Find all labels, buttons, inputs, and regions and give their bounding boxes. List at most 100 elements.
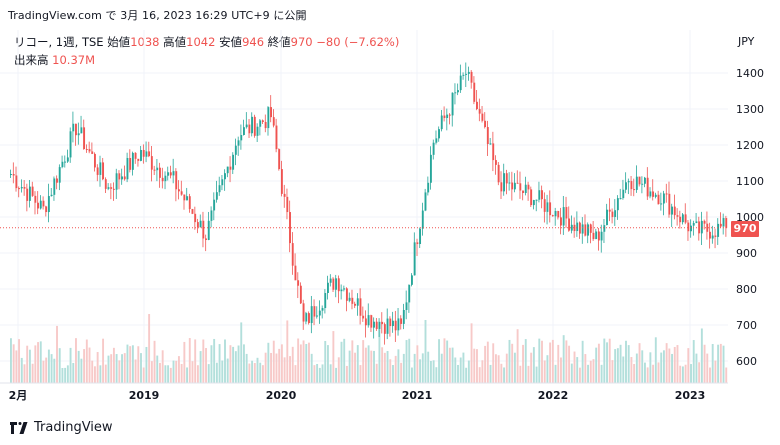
candle-body xyxy=(557,211,560,218)
volume-bar xyxy=(638,343,641,383)
candle-body xyxy=(305,313,308,322)
volume-label: 出来高 xyxy=(14,53,49,67)
candle-body xyxy=(595,231,598,240)
volume-bar xyxy=(381,347,384,383)
candle-body xyxy=(408,284,411,303)
volume-bar xyxy=(440,353,443,383)
candle-body xyxy=(608,209,611,212)
candle-body xyxy=(18,188,21,190)
volume-bar xyxy=(681,366,684,383)
candle-body xyxy=(210,210,213,221)
volume-bar xyxy=(191,361,194,383)
price-tick-label: 600 xyxy=(736,355,757,368)
volume-bar xyxy=(503,367,506,383)
candle-body xyxy=(261,120,264,122)
candle-body xyxy=(619,198,622,200)
volume-bar xyxy=(519,365,522,383)
close-label: 終値 xyxy=(267,35,291,49)
volume-bar xyxy=(85,339,88,383)
volume-bar xyxy=(153,340,156,383)
volume-bar xyxy=(215,362,218,383)
volume-bar xyxy=(80,358,83,383)
volume-bar xyxy=(665,343,668,383)
volume-bar xyxy=(597,343,600,383)
candle-body xyxy=(72,123,75,132)
volume-bar xyxy=(232,346,235,383)
candle-body xyxy=(53,178,56,195)
volume-legend: 出来高 10.37M xyxy=(14,52,95,68)
volume-bar xyxy=(527,365,530,383)
volume-bar xyxy=(709,367,711,383)
candle-body xyxy=(684,214,687,223)
candle-body xyxy=(457,90,459,93)
volume-bar xyxy=(592,359,595,383)
candle-body xyxy=(356,298,359,306)
candle-body xyxy=(459,75,462,91)
volume-bar xyxy=(513,352,516,383)
candle-body xyxy=(476,101,478,110)
symbol-label[interactable]: リコー, 1週, TSE xyxy=(14,35,104,49)
volume-bar xyxy=(424,319,427,383)
candle-body xyxy=(64,161,67,163)
candle-body xyxy=(530,189,533,206)
candle-body xyxy=(644,177,646,184)
volume-bar xyxy=(717,344,720,383)
candle-body xyxy=(77,133,80,136)
candle-body xyxy=(681,214,684,223)
candle-body xyxy=(375,321,378,329)
volume-bar xyxy=(451,347,454,383)
footer-brand[interactable]: TradingView xyxy=(10,420,113,435)
volume-bar xyxy=(489,364,492,383)
volume-bar xyxy=(56,325,58,383)
candle-body xyxy=(221,179,224,186)
volume-bar xyxy=(711,344,714,383)
volume-bar xyxy=(654,337,657,383)
candle-body xyxy=(410,275,413,285)
volume-bar xyxy=(99,365,102,383)
volume-bar xyxy=(172,360,175,383)
volume-bar xyxy=(413,353,416,383)
candle-body xyxy=(104,179,107,189)
candle-body xyxy=(665,193,668,195)
candle-body xyxy=(508,182,511,184)
volume-bar xyxy=(470,323,473,383)
volume-bar xyxy=(378,321,381,383)
candle-body xyxy=(546,202,549,212)
candle-body xyxy=(199,220,202,228)
volume-bar xyxy=(662,350,665,383)
candle-body xyxy=(335,278,338,290)
volume-bar xyxy=(535,366,538,383)
candle-body xyxy=(167,172,170,176)
candle-body xyxy=(671,206,673,215)
volume-bar xyxy=(668,348,671,383)
volume-bar xyxy=(329,364,332,383)
candle-body xyxy=(213,199,216,211)
candle-body xyxy=(478,109,481,114)
volume-bar xyxy=(725,367,728,383)
volume-bar xyxy=(12,344,15,383)
footer-brand-label: TradingView xyxy=(34,420,113,435)
volume-bar xyxy=(719,343,722,383)
volume-bar xyxy=(207,364,210,383)
candle-body xyxy=(625,182,627,190)
candle-body xyxy=(215,192,218,200)
volume-bar xyxy=(140,353,142,383)
price-tick-label: 1300 xyxy=(736,103,764,116)
candle-body xyxy=(573,224,576,232)
volume-bar xyxy=(23,364,26,383)
volume-bar xyxy=(310,353,313,383)
volume-bar xyxy=(137,346,140,383)
volume-bar xyxy=(335,367,338,383)
candle-body xyxy=(264,121,267,129)
candle-body xyxy=(110,187,113,189)
volume-bar xyxy=(15,350,18,383)
change-value: −80 (−7.62%) xyxy=(316,35,400,49)
price-tick-label: 800 xyxy=(736,283,757,296)
volume-bar xyxy=(362,340,365,383)
volume-bar xyxy=(354,352,356,383)
candle-body xyxy=(186,196,189,201)
volume-bar xyxy=(473,348,476,383)
volume-bar xyxy=(606,342,608,383)
volume-bar xyxy=(34,345,37,383)
